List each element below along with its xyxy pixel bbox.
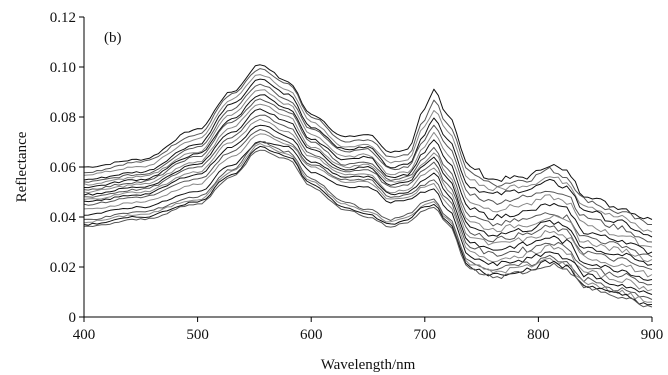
- y-axis-title: Reflectance: [14, 131, 30, 202]
- spectrum-line-3: [83, 74, 653, 233]
- y-tick-label-5: 0.10: [50, 60, 76, 76]
- y-tick-label-2: 0.04: [50, 210, 77, 226]
- x-tick-label-900: 900: [641, 327, 664, 343]
- spectrum-line-15: [83, 133, 653, 292]
- spectrum-line-10: [83, 108, 653, 266]
- spectrum-line-11: [83, 114, 653, 270]
- spectrum-line-9: [83, 103, 653, 263]
- spectrum-line-4: [83, 78, 653, 238]
- spectrum-line-17: [83, 141, 653, 300]
- spectrum-line-18: [83, 143, 653, 303]
- spectrum-line-1: [83, 64, 653, 220]
- spectrum-line-13: [83, 124, 653, 281]
- x-tick-label-500: 500: [186, 327, 209, 343]
- spectrum-line-19: [83, 145, 653, 306]
- y-tick-label-6: 0.12: [50, 10, 76, 26]
- y-tick-label-0: 0: [69, 310, 77, 326]
- spectrum-line-12: [83, 118, 653, 278]
- x-tick-label-700: 700: [414, 327, 437, 343]
- x-tick-label-600: 600: [300, 327, 323, 343]
- spectrum-line-7: [83, 94, 653, 255]
- spectrum-line-6: [83, 89, 653, 248]
- spectrum-line-16: [83, 140, 653, 295]
- series-group: [83, 64, 653, 308]
- y-tick-label-4: 0.08: [50, 110, 76, 126]
- spectrum-line-14: [83, 129, 653, 286]
- x-axis-title: Wavelength/nm: [321, 357, 416, 373]
- spectrum-line-5: [83, 83, 653, 243]
- y-tick-label-1: 0.02: [50, 260, 76, 276]
- x-tick-label-400: 400: [73, 327, 96, 343]
- x-tick-label-800: 800: [527, 327, 550, 343]
- spectrum-line-20: [83, 149, 653, 308]
- ticks-group: 400 500 600 700 800 900 0 0.02 0.04 0.06 0.08 0.10 0…: [50, 10, 664, 343]
- y-tick-label-3: 0.06: [50, 160, 77, 176]
- spectrum-line-2: [83, 68, 652, 225]
- panel-label: (b): [104, 30, 122, 46]
